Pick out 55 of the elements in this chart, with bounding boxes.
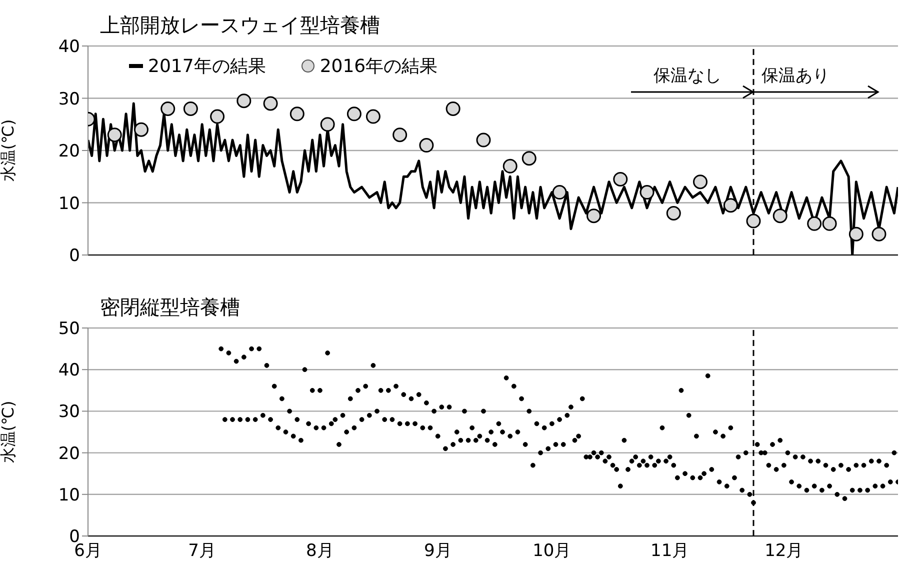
y-tick-label: 10 <box>58 194 80 214</box>
point <box>723 198 738 213</box>
point <box>446 101 460 116</box>
y-tick-label: 30 <box>58 89 80 110</box>
legend-label: 2016年の結果 <box>320 55 438 78</box>
y-tick-label: 30 <box>58 402 80 422</box>
chart-title: 密閉縦型培養槽 <box>100 294 240 321</box>
x-tick-label: 7月 <box>188 541 216 562</box>
y-axis-title: 水温(℃) <box>0 119 18 182</box>
point <box>346 106 362 122</box>
annotation: 保温なし <box>653 65 722 87</box>
y-tick-label: 40 <box>58 360 80 381</box>
point <box>320 117 335 132</box>
x-tick-label: 9月 <box>424 541 452 562</box>
y-tick-label: 50 <box>58 319 80 340</box>
x-tick-label: 8月 <box>306 541 334 562</box>
point <box>502 158 518 174</box>
point <box>640 185 654 200</box>
point <box>366 109 380 124</box>
y-tick-label: 40 <box>58 37 80 58</box>
point <box>613 172 628 186</box>
point <box>183 101 198 116</box>
point <box>134 122 148 137</box>
legend-label: 2017年の結果 <box>148 55 266 78</box>
y-tick-label: 20 <box>58 444 80 464</box>
x-tick-label: 6月 <box>74 541 102 562</box>
point <box>263 96 278 111</box>
point <box>746 214 761 228</box>
point <box>586 208 602 224</box>
point <box>210 109 225 124</box>
point <box>107 128 122 142</box>
point <box>552 185 567 200</box>
y-tick-label: 0 <box>69 246 80 266</box>
chart-title: 上部開放レースウェイ型培養槽 <box>100 12 380 39</box>
point <box>666 206 681 220</box>
point <box>848 226 864 242</box>
x-tick-label: 12月 <box>764 541 804 562</box>
point <box>392 128 408 142</box>
annotation: 保温あり <box>761 65 830 87</box>
y-tick-label: 20 <box>58 142 80 162</box>
point <box>693 174 708 190</box>
point <box>872 226 886 242</box>
point <box>290 106 304 122</box>
y-axis-title: 水温(℃) <box>0 400 18 464</box>
x-tick-label: 11月 <box>650 541 690 562</box>
point <box>772 208 788 224</box>
y-tick-label: 10 <box>58 485 80 506</box>
point <box>522 151 536 166</box>
point <box>236 94 252 108</box>
point <box>822 216 837 231</box>
point <box>160 101 176 116</box>
point <box>476 132 491 148</box>
x-tick-label: 10月 <box>532 541 572 562</box>
point <box>807 216 822 231</box>
point <box>419 138 434 153</box>
